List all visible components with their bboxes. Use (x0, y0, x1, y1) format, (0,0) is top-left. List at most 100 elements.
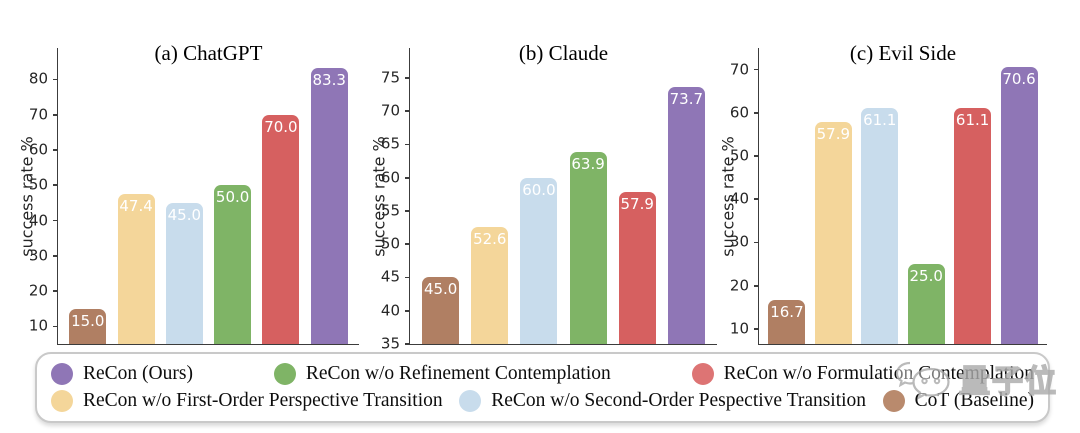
y-tick-label: 70 (380, 101, 400, 120)
bar-value-label: 57.9 (816, 124, 851, 143)
y-tick-mark (405, 343, 410, 345)
y-tick-mark (405, 110, 410, 113)
y-tick-label: 60 (380, 168, 400, 187)
y-tick-label: 30 (729, 232, 749, 251)
bar-value-label: 63.9 (571, 154, 605, 173)
legend-entry-recon-w-o-first-order-perspective-transition: ReCon w/o First-Order Perspective Transi… (51, 390, 443, 413)
y-tick-label: 75 (380, 68, 400, 87)
y-tick-mark (754, 328, 759, 330)
legend-swatch-recon-w-o-second-order-pespective-transition (459, 390, 482, 413)
y-tick-mark (405, 176, 410, 179)
bar-cot-baseline: 16.7 (768, 299, 806, 344)
y-tick-label: 80 (28, 69, 48, 88)
chart-panel-a-chatgpt: (a) ChatGPT success rate % 10 20 30 40 50 60 70 8… (0, 0, 380, 433)
bars-group: 16.7 57.9 61.1 25.0 61.1 70.6 (759, 48, 1047, 344)
y-tick-label: 50 (729, 146, 749, 165)
bar-value-label: 15.0 (71, 311, 105, 330)
chart-panel-b-claude: (b) Claude success rate % 35 40 45 50 55 60 65 70… (370, 0, 730, 433)
bar-value-label: 25.0 (909, 267, 943, 286)
legend-swatch-recon-w-o-refinement-contemplation (273, 362, 296, 385)
legend-label: ReCon w/o Second-Order Pespective Transi… (491, 390, 867, 412)
legend-entry-recon-ours: ReCon (Ours) (51, 362, 193, 385)
y-tick-label: 70 (729, 60, 749, 79)
legend-entry-recon-w-o-formulation-contemplation: ReCon w/o Formulation Contemplation (691, 362, 1034, 385)
y-tick-mark (754, 155, 759, 157)
legend-swatch-recon-ours (51, 362, 73, 385)
bar-recon-w-o-formulation-contemplation: 57.9 (618, 191, 656, 344)
legend-entry-cot-baseline: CoT (Baseline) (882, 390, 1034, 413)
y-tick-mark (405, 210, 410, 212)
plot-area-b-claude: (b) Claude success rate % 35 40 45 50 55 60 65 70… (370, 41, 717, 351)
bar-recon-w-o-second-order-pespective-transition: 61.1 (861, 108, 899, 344)
legend-label: ReCon w/o Refinement Contemplation (305, 362, 611, 384)
y-tick-label: 50 (380, 234, 400, 253)
y-tick-label: 70 (28, 105, 48, 124)
y-tick-label: 40 (28, 211, 48, 230)
panel-title: (c) Evil Side (849, 41, 957, 65)
bar-value-label: 50.0 (215, 188, 250, 207)
bar-value-label: 60.0 (522, 180, 556, 199)
bar-recon-ours: 73.7 (667, 86, 705, 344)
y-tick-label: 20 (729, 276, 749, 295)
plot-area-a-chatgpt: (a) ChatGPT success rate % 10 20 30 40 50 60 70 8… (18, 41, 359, 345)
bars-group: 15.0 47.4 45.0 50.0 70.0 83.3 (58, 48, 359, 344)
bar-cot-baseline: 45.0 (422, 277, 460, 344)
y-tick-mark (53, 325, 58, 328)
legend-label: CoT (Baseline) (914, 390, 1034, 412)
legend-row: ReCon w/o First-Order Perspective Transi… (51, 390, 1034, 413)
y-tick-label: 50 (28, 175, 48, 194)
y-tick-label: 40 (380, 301, 400, 320)
bar-recon-w-o-first-order-perspective-transition: 47.4 (117, 194, 155, 344)
bar-value-label: 73.7 (669, 89, 704, 108)
bar-recon-w-o-formulation-contemplation: 70.0 (262, 114, 300, 344)
y-tick-label: 10 (28, 316, 48, 335)
y-tick-mark (405, 243, 410, 246)
y-tick-mark (53, 254, 58, 257)
legend-swatch-recon-w-o-formulation-contemplation (691, 362, 714, 385)
y-tick-mark (53, 290, 58, 292)
bar-value-label: 16.7 (770, 302, 804, 321)
bar-value-label: 83.3 (312, 70, 346, 89)
bar-value-label: 61.1 (863, 111, 897, 130)
y-tick-label: 35 (380, 334, 400, 353)
y-tick-mark (754, 241, 759, 244)
y-tick-label: 60 (729, 103, 749, 122)
legend-box: ReCon (Ours) ReCon w/o Refinement Contemp… (35, 352, 1050, 423)
y-tick-mark (754, 111, 759, 114)
legend-swatch-recon-w-o-first-order-perspective-transition (51, 390, 73, 413)
y-tick-label: 45 (380, 267, 400, 286)
bar-value-label: 70.0 (264, 117, 298, 136)
bar-recon-w-o-second-order-pespective-transition: 45.0 (165, 202, 203, 344)
chart-panel-c-evil-side: (c) Evil Side success rate % 10 20 30 40 50 60 7… (719, 0, 1080, 433)
bar-recon-w-o-formulation-contemplation: 61.1 (954, 108, 992, 344)
bar-recon-w-o-refinement-contemplation: 50.0 (214, 185, 252, 344)
y-tick-mark (405, 276, 410, 279)
bar-value-label: 70.6 (1002, 70, 1036, 89)
legend-entry-recon-w-o-second-order-pespective-transition: ReCon w/o Second-Order Pespective Transi… (459, 390, 867, 413)
bar-value-label: 45.0 (423, 280, 458, 299)
bar-value-label: 61.1 (955, 111, 990, 130)
y-tick-label: 20 (28, 281, 48, 300)
y-tick-mark (53, 219, 58, 222)
bar-recon-w-o-first-order-perspective-transition: 52.6 (471, 226, 509, 344)
bar-recon-ours: 83.3 (310, 67, 348, 344)
bar-recon-w-o-refinement-contemplation: 63.9 (569, 151, 607, 344)
y-tick-label: 55 (380, 201, 400, 220)
y-tick-mark (53, 184, 58, 187)
y-tick-mark (754, 284, 759, 287)
y-tick-mark (754, 68, 759, 71)
bar-value-label: 52.6 (473, 229, 507, 248)
y-tick-mark (53, 78, 58, 81)
bar-recon-ours: 70.6 (1000, 67, 1038, 344)
y-tick-mark (53, 149, 58, 151)
panel-title: (a) ChatGPT (154, 41, 263, 65)
bar-cot-baseline: 15.0 (69, 308, 107, 344)
bar-value-label: 57.9 (620, 194, 654, 213)
y-tick-mark (405, 143, 410, 146)
y-tick-mark (405, 309, 410, 312)
y-tick-mark (405, 77, 410, 79)
y-tick-label: 10 (729, 319, 749, 338)
y-tick-label: 65 (380, 134, 400, 153)
bars-group: 45.0 52.6 60.0 63.9 57.9 73.7 (410, 48, 717, 344)
